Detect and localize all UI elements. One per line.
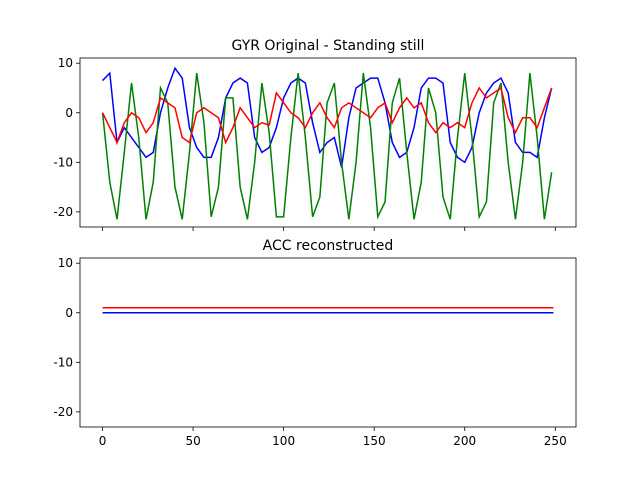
x-tick-label: 250: [544, 434, 567, 448]
x-tick-label: 50: [185, 434, 200, 448]
data-line: [101, 73, 553, 220]
data-line: [101, 86, 553, 145]
y-tick-label: 10: [58, 56, 73, 70]
x-tick-label: 100: [272, 434, 295, 448]
y-tick-label: 0: [65, 306, 73, 320]
chart-title: GYR Original - Standing still: [232, 38, 425, 54]
y-tick-label: 0: [65, 106, 73, 120]
y-tick-label: -20: [53, 205, 73, 219]
data-line: [102, 66, 553, 168]
x-tick-label: 200: [453, 434, 476, 448]
y-tick-label: -10: [53, 355, 73, 369]
y-tick-label: 10: [58, 256, 73, 270]
y-tick-label: -10: [53, 155, 73, 169]
y-tick-label: -20: [53, 405, 73, 419]
x-tick-label: 0: [99, 434, 107, 448]
chart-title: ACC reconstructed: [263, 238, 394, 254]
axes-frame: [79, 257, 577, 428]
x-tick-label: 150: [363, 434, 386, 448]
axes-frame: [79, 57, 577, 228]
